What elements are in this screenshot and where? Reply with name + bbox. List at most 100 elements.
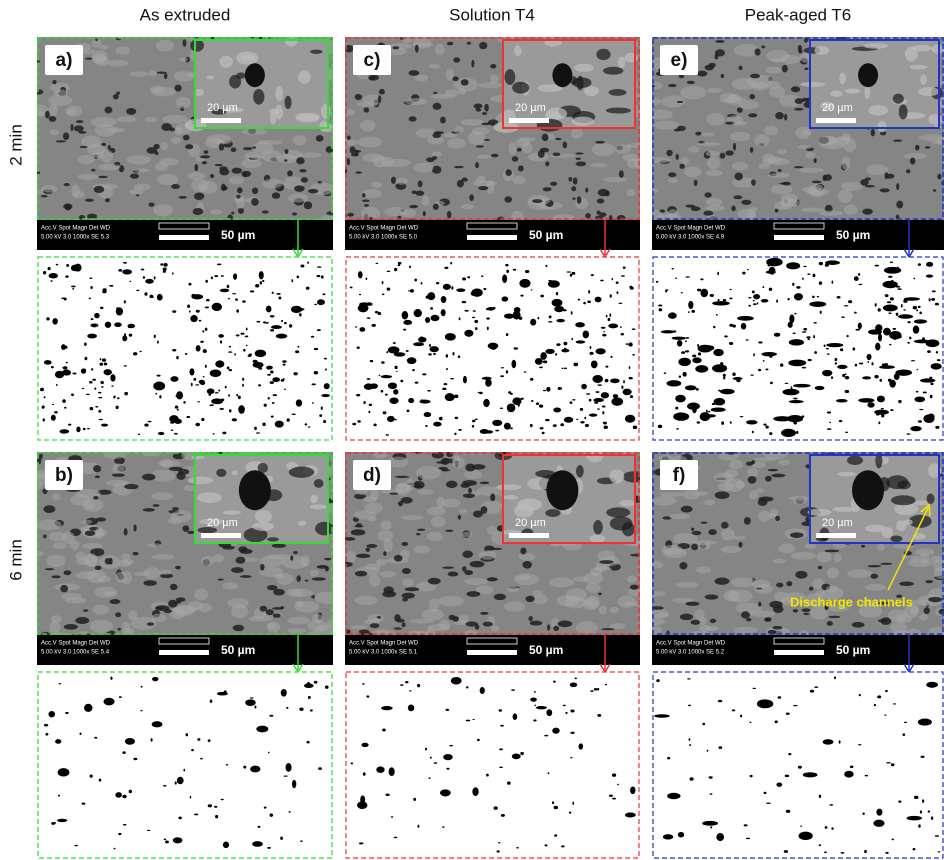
inset-feature (918, 86, 940, 97)
pore-blob (611, 277, 614, 281)
surface-ridge (408, 630, 427, 637)
pore (175, 565, 181, 570)
pore-blob (82, 427, 86, 431)
pore-blob (588, 413, 598, 417)
pore (232, 624, 245, 632)
pore (345, 629, 351, 635)
binary-image (652, 671, 944, 859)
pore-blob (807, 338, 810, 341)
pore-blob (242, 377, 245, 381)
pore-blob (774, 720, 778, 724)
pore-blob (874, 303, 877, 307)
pore (231, 167, 243, 174)
pore (192, 207, 204, 216)
pore-blob (768, 287, 773, 292)
surface-ridge (582, 598, 599, 611)
pore-blob (214, 392, 219, 394)
pore (163, 73, 168, 80)
pore-blob (678, 375, 682, 378)
pore-blob (403, 328, 407, 331)
inset-feature (310, 49, 323, 54)
surface-ridge (800, 207, 825, 213)
pore (749, 94, 756, 100)
pore (732, 142, 737, 151)
pore-blob (708, 410, 711, 413)
pore (557, 620, 573, 628)
pore-blob (307, 261, 309, 264)
pore-blob (98, 391, 102, 394)
pore-blob (554, 834, 558, 837)
pore-blob (529, 377, 534, 381)
pore-blob (920, 755, 925, 758)
pore-blob (40, 387, 45, 392)
pore (468, 487, 472, 494)
surface-ridge (477, 154, 492, 160)
region-border (652, 37, 944, 220)
pore-blob (893, 703, 896, 705)
pore (695, 131, 702, 136)
surface-ridge (262, 178, 283, 189)
pore-blob (259, 281, 263, 285)
surface-ridge (460, 204, 475, 210)
pore (675, 153, 679, 161)
surface-ridge (512, 175, 526, 185)
surface-ridge (173, 71, 195, 82)
pore-blob (216, 263, 222, 266)
pore-blob (769, 355, 773, 358)
inset-pore (858, 63, 879, 88)
pore-blob (252, 359, 258, 364)
pore (751, 179, 756, 186)
pore-blob (231, 418, 238, 422)
pore (575, 152, 584, 155)
pore-blob (752, 687, 757, 690)
pore-blob (538, 404, 544, 408)
pore (764, 475, 772, 482)
pore (696, 70, 708, 77)
pore-blob (425, 747, 428, 751)
surface-ridge (314, 591, 333, 605)
pore (599, 212, 607, 218)
pore-blob (697, 288, 702, 292)
pore-blob (834, 357, 838, 362)
pore-blob (625, 343, 629, 345)
pore-blob (300, 309, 303, 311)
pore-blob (814, 385, 825, 391)
surface-ridge (705, 204, 725, 212)
surface-ridge (404, 97, 428, 105)
pore-blob (812, 273, 816, 278)
pore-blob (937, 851, 941, 853)
pore-blob (677, 831, 685, 838)
surface-ridge (94, 124, 117, 137)
pore (231, 211, 235, 215)
pore-blob (87, 333, 98, 339)
pore-blob (582, 330, 590, 339)
pore-blob (440, 309, 446, 317)
surface-ridge (778, 94, 802, 107)
pore-blob (882, 280, 898, 289)
inset-feature (617, 56, 626, 69)
pore-blob (471, 316, 476, 319)
pore (383, 551, 387, 556)
surface-ridge (429, 598, 440, 612)
pore-blob (200, 340, 204, 343)
pore-blob (237, 395, 241, 400)
surface-ridge (158, 569, 172, 575)
pore-blob (376, 766, 385, 773)
surface-ridge (847, 569, 873, 578)
surface-ridge (652, 97, 662, 106)
pore-blob (195, 384, 200, 386)
pore (480, 506, 488, 514)
inset-feature (931, 44, 944, 54)
pore-blob (215, 360, 225, 368)
surface-ridge (162, 114, 188, 124)
pore-blob (385, 793, 390, 797)
pore-blob (295, 350, 300, 354)
pore-blob (798, 831, 813, 841)
pore-blob (57, 794, 61, 797)
pore-blob (853, 311, 857, 314)
pore (893, 139, 903, 142)
pore (793, 166, 804, 169)
pore-blob (628, 342, 633, 347)
pore-blob (530, 289, 533, 291)
pore-blob (98, 396, 103, 399)
